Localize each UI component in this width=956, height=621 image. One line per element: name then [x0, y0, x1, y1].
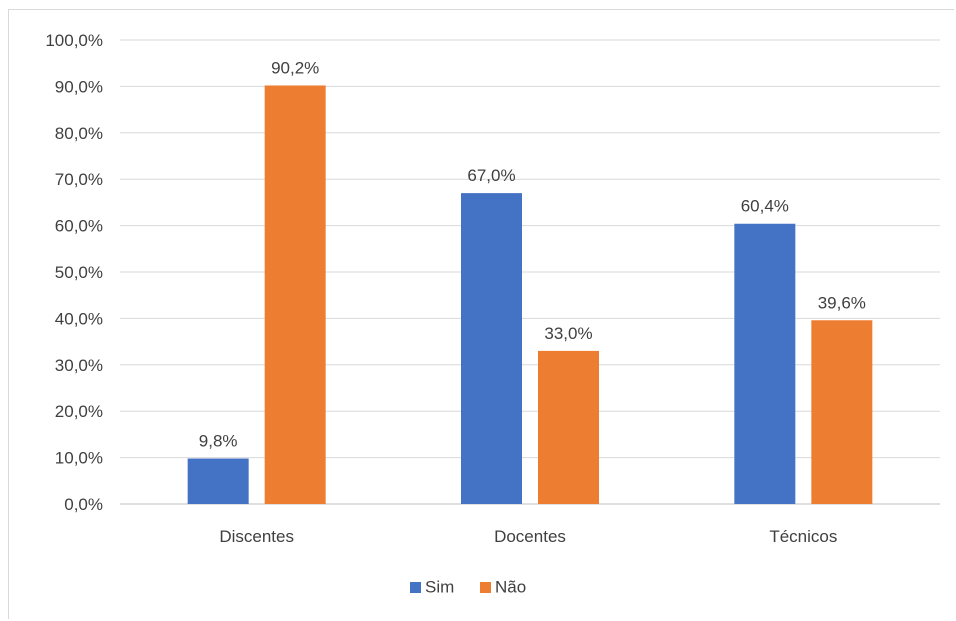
data-labels: 9,8% 90,2% 67,0% 33,0% 60,4% 39,6% [199, 58, 866, 450]
bars [187, 85, 873, 505]
data-label: 33,0% [544, 324, 592, 343]
y-tick-label: 100,0% [45, 31, 103, 50]
legend-item: Não [480, 578, 526, 597]
y-tick-label: 70,0% [55, 170, 103, 189]
bar-não [538, 350, 599, 504]
bar-sim [187, 458, 249, 504]
legend: Sim Não [410, 578, 526, 597]
bar-não [264, 85, 326, 505]
data-label: 90,2% [271, 58, 319, 77]
legend-label: Não [495, 578, 526, 597]
y-tick-label: 50,0% [55, 263, 103, 282]
y-tick-label: 0,0% [64, 495, 103, 514]
legend-item: Sim [410, 578, 454, 597]
y-tick-label: 90,0% [55, 77, 103, 96]
y-tick-label: 60,0% [55, 217, 103, 236]
y-tick-label: 20,0% [55, 402, 103, 421]
legend-label: Sim [425, 578, 454, 597]
bar-sim [461, 193, 522, 504]
legend-swatch [480, 582, 491, 593]
data-label: 9,8% [199, 432, 238, 451]
x-axis-ticks: Discentes Docentes Técnicos [219, 527, 837, 546]
bar-não [811, 320, 873, 504]
y-tick-label: 80,0% [55, 124, 103, 143]
x-tick-label: Discentes [219, 527, 294, 546]
x-tick-label: Docentes [494, 527, 566, 546]
data-label: 60,4% [741, 197, 789, 216]
bar-sim [734, 223, 796, 504]
data-label: 39,6% [818, 293, 866, 312]
y-tick-label: 40,0% [55, 309, 103, 328]
y-tick-label: 10,0% [55, 449, 103, 468]
x-tick-label: Técnicos [769, 527, 837, 546]
y-tick-label: 30,0% [55, 356, 103, 375]
data-label: 67,0% [467, 166, 515, 185]
gridlines [120, 39, 940, 505]
legend-swatch [410, 582, 421, 593]
y-axis-ticks: 0,0% 10,0% 20,0% 30,0% 40,0% 50,0% 60,0% 70,0% 8… [45, 31, 103, 514]
